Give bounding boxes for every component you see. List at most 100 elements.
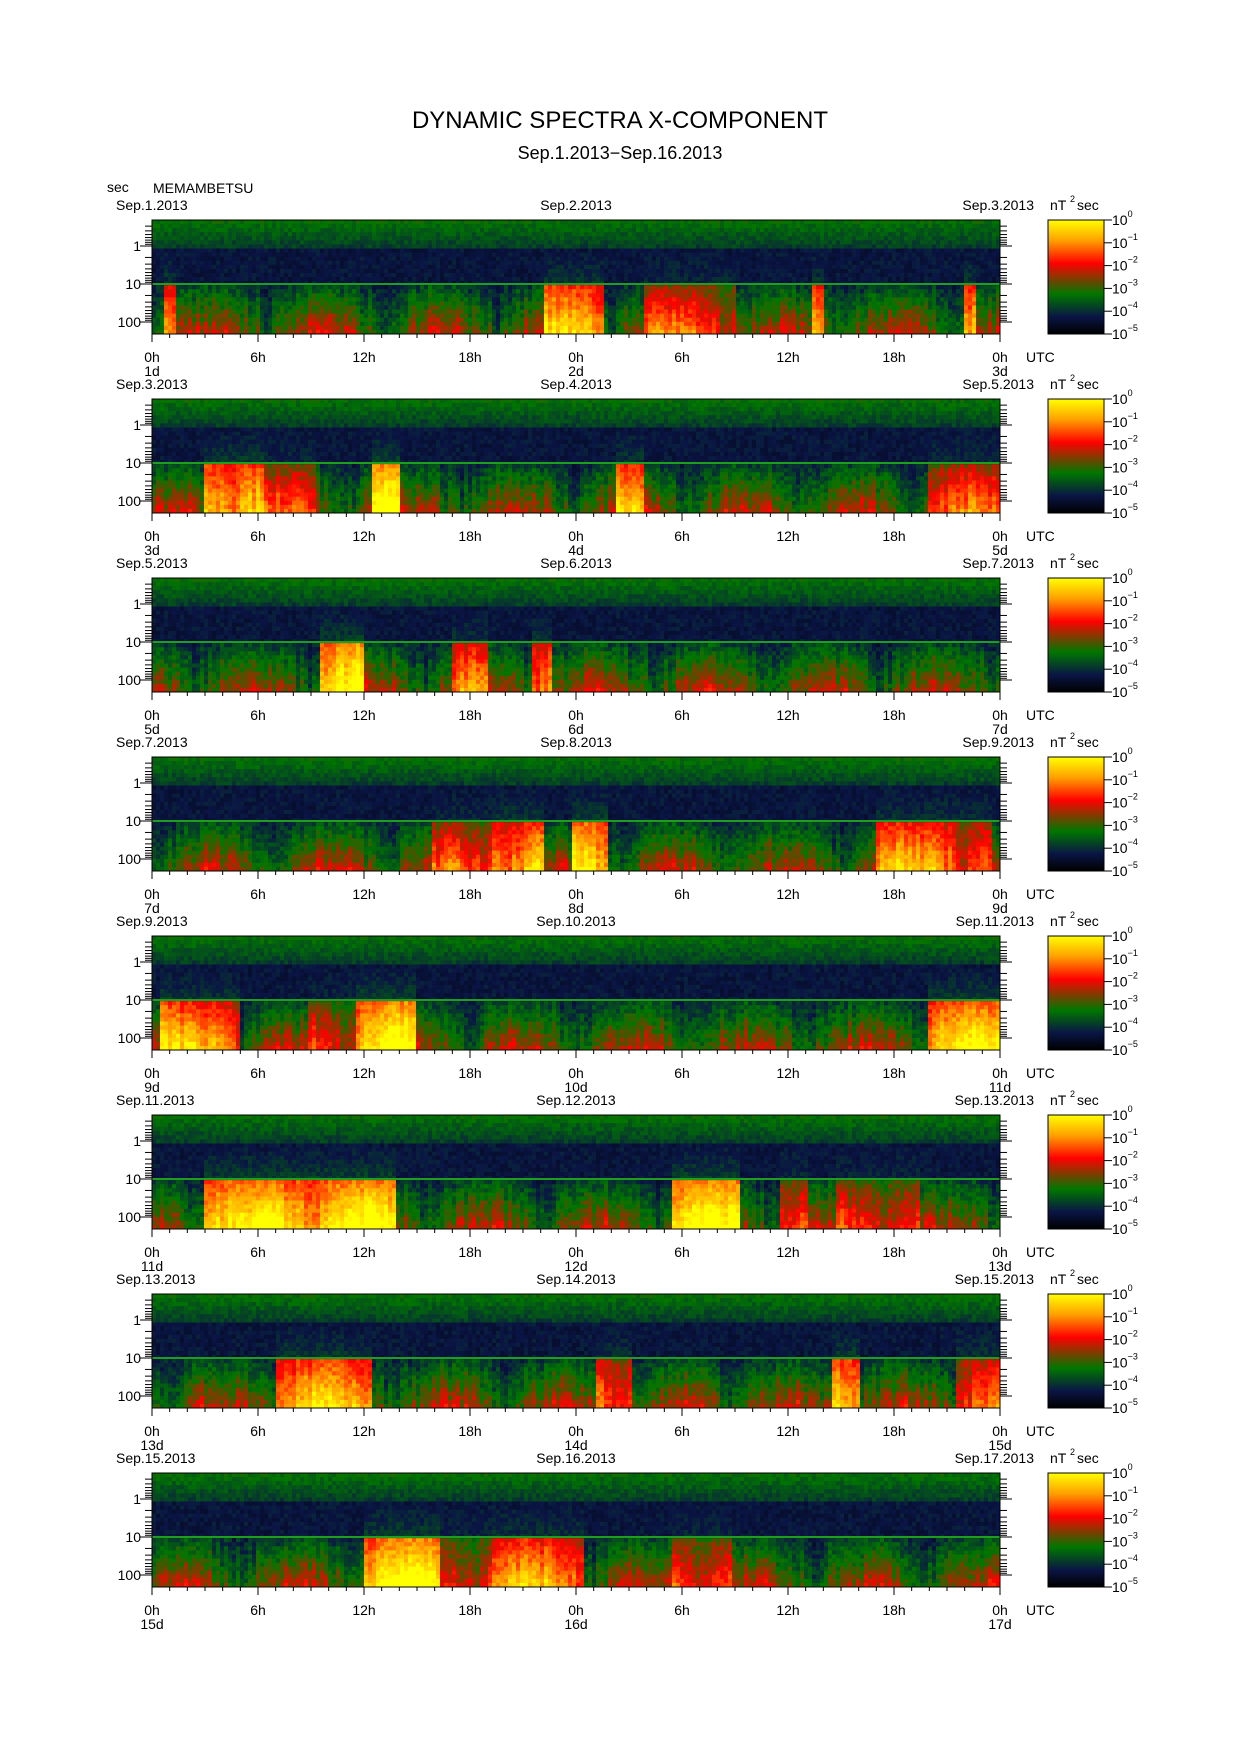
heat-cell (392, 293, 396, 297)
heat-cell (396, 257, 400, 261)
heat-cell (280, 318, 284, 322)
heat-cell (268, 297, 272, 301)
heat-cell (252, 224, 256, 228)
heat-cell (352, 322, 356, 326)
heat-cell (160, 240, 164, 244)
heat-cell (208, 310, 212, 314)
heat-cell (216, 257, 220, 261)
heat-cell (236, 297, 240, 301)
heat-cell (272, 293, 276, 297)
heat-cell (344, 301, 348, 305)
heat-cell (464, 249, 468, 253)
heat-cell (460, 261, 464, 265)
heat-cell (320, 306, 324, 310)
heat-cell (304, 277, 308, 281)
heat-cell (200, 322, 204, 326)
heat-cell (424, 265, 428, 269)
heat-cell (232, 285, 236, 289)
heat-cell (208, 273, 212, 277)
heat-cell (244, 265, 248, 269)
heat-cell (424, 249, 428, 253)
heat-cell (472, 318, 476, 322)
heat-cell (304, 249, 308, 253)
heat-cell (288, 314, 292, 318)
heat-cell (352, 301, 356, 305)
heat-cell (336, 297, 340, 301)
heat-cell (364, 322, 368, 326)
heat-cell (376, 277, 380, 281)
heat-cell (464, 236, 468, 240)
heat-cell (292, 236, 296, 240)
heat-cell (164, 285, 168, 289)
heat-cell (200, 293, 204, 297)
heat-cell (260, 314, 264, 318)
heat-cell (180, 297, 184, 301)
heat-cell (180, 318, 184, 322)
heat-cell (276, 232, 280, 236)
heat-cell (196, 224, 200, 228)
heat-cell (240, 232, 244, 236)
heat-cell (388, 314, 392, 318)
heat-cell (376, 269, 380, 273)
heat-cell (412, 253, 416, 257)
heat-cell (256, 224, 260, 228)
heat-cell (376, 224, 380, 228)
heat-cell (460, 318, 464, 322)
heat-cell (176, 277, 180, 281)
heat-cell (436, 236, 440, 240)
heat-cell (448, 228, 452, 232)
heat-cell (424, 220, 428, 224)
heat-cell (208, 322, 212, 326)
heat-cell (464, 285, 468, 289)
heat-cell (208, 285, 212, 289)
heat-cell (200, 306, 204, 310)
heat-cell (356, 314, 360, 318)
heat-cell (180, 240, 184, 244)
heat-cell (420, 261, 424, 265)
heat-cell (296, 297, 300, 301)
heat-cell (304, 236, 308, 240)
heat-cell (424, 297, 428, 301)
heat-cell (480, 273, 484, 277)
heat-cell (412, 220, 416, 224)
heat-cell (404, 232, 408, 236)
heat-cell (236, 261, 240, 265)
heat-cell (368, 265, 372, 269)
heat-cell (408, 236, 412, 240)
heat-cell (384, 285, 388, 289)
heat-cell (416, 326, 420, 330)
heat-cell (220, 297, 224, 301)
heat-cell (364, 269, 368, 273)
heat-cell (228, 297, 232, 301)
heat-cell (432, 236, 436, 240)
heat-cell (388, 228, 392, 232)
heat-cell (368, 257, 372, 261)
heat-cell (220, 273, 224, 277)
heat-cell (168, 244, 172, 248)
heat-cell (304, 232, 308, 236)
heat-cell (224, 232, 228, 236)
heat-cell (256, 269, 260, 273)
heat-cell (180, 220, 184, 224)
heat-cell (404, 257, 408, 261)
heat-cell (308, 232, 312, 236)
heat-cell (392, 265, 396, 269)
heat-cell (236, 322, 240, 326)
heat-cell (372, 220, 376, 224)
heat-cell (244, 269, 248, 273)
heat-cell (264, 310, 268, 314)
figure-subtitle: Sep.1.2013−Sep.16.2013 (518, 143, 723, 163)
heat-cell (412, 297, 416, 301)
heat-cell (452, 314, 456, 318)
heat-cell (324, 244, 328, 248)
heat-cell (180, 224, 184, 228)
heat-cell (256, 289, 260, 293)
heat-cell (288, 301, 292, 305)
heat-cell (420, 306, 424, 310)
heat-cell (304, 297, 308, 301)
heat-cell (244, 224, 248, 228)
heat-cell (468, 293, 472, 297)
heat-cell (424, 269, 428, 273)
heat-cell (316, 289, 320, 293)
heat-cell (232, 318, 236, 322)
